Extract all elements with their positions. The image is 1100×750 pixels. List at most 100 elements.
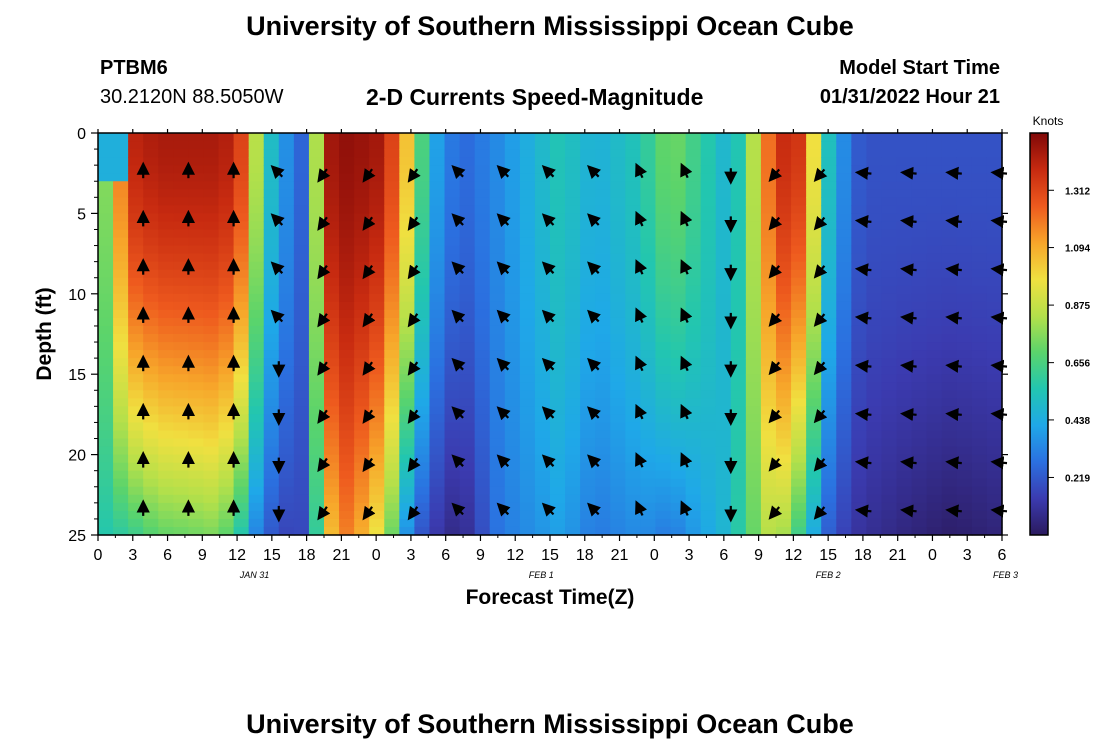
heatmap-cell bbox=[308, 382, 325, 391]
heatmap-cell bbox=[881, 422, 898, 432]
heatmap-cell bbox=[640, 301, 657, 311]
heatmap-cell bbox=[971, 350, 988, 359]
heatmap-cell bbox=[610, 237, 626, 247]
heatmap-cell bbox=[369, 173, 385, 182]
heatmap-cell bbox=[926, 518, 943, 528]
heatmap-cell bbox=[881, 462, 898, 472]
heatmap-cell bbox=[896, 229, 913, 239]
heatmap-cell bbox=[956, 261, 973, 271]
heatmap-cell bbox=[203, 510, 220, 520]
heatmap-cell bbox=[308, 390, 325, 399]
heatmap-cell bbox=[278, 253, 295, 263]
heatmap-cell bbox=[369, 494, 385, 504]
heatmap-cell bbox=[580, 189, 596, 198]
heatmap-cell bbox=[565, 173, 581, 182]
heatmap-cell bbox=[339, 277, 355, 287]
heatmap-cell bbox=[595, 446, 611, 456]
heatmap-cell bbox=[324, 342, 340, 351]
heatmap-cell bbox=[866, 293, 883, 303]
heatmap-cell bbox=[926, 133, 943, 142]
heatmap-cell bbox=[519, 245, 536, 255]
heatmap-cell bbox=[278, 422, 295, 432]
heatmap-cell bbox=[881, 285, 898, 295]
heatmap-cell bbox=[836, 366, 852, 375]
heatmap-cell bbox=[173, 374, 189, 383]
heatmap-cell bbox=[640, 181, 657, 190]
heatmap-cell bbox=[248, 189, 265, 198]
heatmap-cell bbox=[565, 518, 581, 528]
heatmap-cell bbox=[941, 374, 958, 383]
heatmap-cell bbox=[715, 133, 732, 142]
heatmap-cell bbox=[821, 165, 837, 174]
heatmap-cell bbox=[324, 334, 340, 343]
heatmap-cell bbox=[640, 502, 657, 512]
heatmap-cell bbox=[98, 189, 114, 198]
heatmap-cell bbox=[670, 165, 687, 174]
heatmap-cell bbox=[429, 205, 446, 214]
heatmap-cell bbox=[776, 526, 792, 536]
heatmap-cell bbox=[911, 526, 928, 536]
heatmap-cell bbox=[730, 446, 747, 456]
heatmap-cell bbox=[791, 438, 807, 448]
heatmap-cell bbox=[233, 374, 250, 383]
heatmap-cell bbox=[354, 221, 370, 231]
heatmap-cell bbox=[519, 133, 536, 142]
heatmap-cell bbox=[715, 422, 732, 432]
heatmap-cell bbox=[685, 325, 702, 335]
heatmap-cell bbox=[971, 229, 988, 239]
heatmap-cell bbox=[293, 277, 310, 287]
heatmap-cell bbox=[595, 478, 611, 488]
heatmap-cell bbox=[248, 197, 265, 206]
heatmap-cell bbox=[489, 422, 506, 432]
heatmap-cell bbox=[866, 398, 883, 407]
heatmap-cell bbox=[956, 253, 973, 263]
heatmap-cell bbox=[324, 510, 340, 520]
heatmap-cell bbox=[776, 269, 792, 279]
heatmap-cell bbox=[956, 205, 973, 214]
heatmap-cell bbox=[354, 438, 370, 448]
heatmap-cell bbox=[489, 510, 506, 520]
heatmap-cell bbox=[143, 414, 159, 424]
heatmap-cell bbox=[324, 197, 340, 206]
heatmap-cell bbox=[986, 398, 1003, 407]
heatmap-cell bbox=[414, 390, 431, 399]
heatmap-cell bbox=[911, 502, 928, 512]
heatmap-cell bbox=[369, 382, 385, 391]
current-arrow bbox=[407, 361, 421, 376]
heatmap-cell bbox=[339, 422, 355, 432]
heatmap-cell bbox=[233, 334, 250, 343]
heatmap-cell bbox=[700, 462, 717, 472]
heatmap-cell bbox=[610, 366, 626, 375]
heatmap-cell bbox=[399, 382, 415, 391]
heatmap-cell bbox=[474, 157, 491, 166]
heatmap-cell bbox=[278, 229, 295, 239]
heatmap-cell bbox=[339, 317, 355, 327]
heatmap-cell bbox=[459, 398, 476, 407]
heatmap-cell bbox=[670, 462, 687, 472]
heatmap-cell bbox=[98, 374, 114, 383]
heatmap-cell bbox=[730, 406, 747, 415]
heatmap-cell bbox=[98, 245, 114, 255]
heatmap-cell bbox=[911, 462, 928, 472]
current-arrow bbox=[635, 403, 648, 420]
heatmap-cell bbox=[278, 494, 295, 504]
heatmap-cell bbox=[941, 141, 958, 150]
heatmap-cell bbox=[399, 390, 415, 399]
heatmap-cell bbox=[218, 285, 235, 295]
heatmap-cell bbox=[474, 205, 491, 214]
heatmap-cell bbox=[399, 462, 415, 472]
heatmap-cell bbox=[881, 438, 898, 448]
heatmap-cell bbox=[986, 374, 1003, 383]
heatmap-cell bbox=[384, 446, 400, 456]
x-tick-label: 12 bbox=[228, 547, 246, 564]
heatmap-cell bbox=[248, 181, 265, 190]
heatmap-cell bbox=[745, 245, 762, 255]
heatmap-cell bbox=[293, 374, 310, 383]
heatmap-cell bbox=[218, 390, 235, 399]
heatmap-cell bbox=[354, 165, 370, 174]
heatmap-cell bbox=[881, 253, 898, 263]
heatmap-cell bbox=[293, 382, 310, 391]
heatmap-cell bbox=[459, 430, 476, 440]
heatmap-cell bbox=[926, 502, 943, 512]
heatmap-cell bbox=[670, 237, 687, 247]
